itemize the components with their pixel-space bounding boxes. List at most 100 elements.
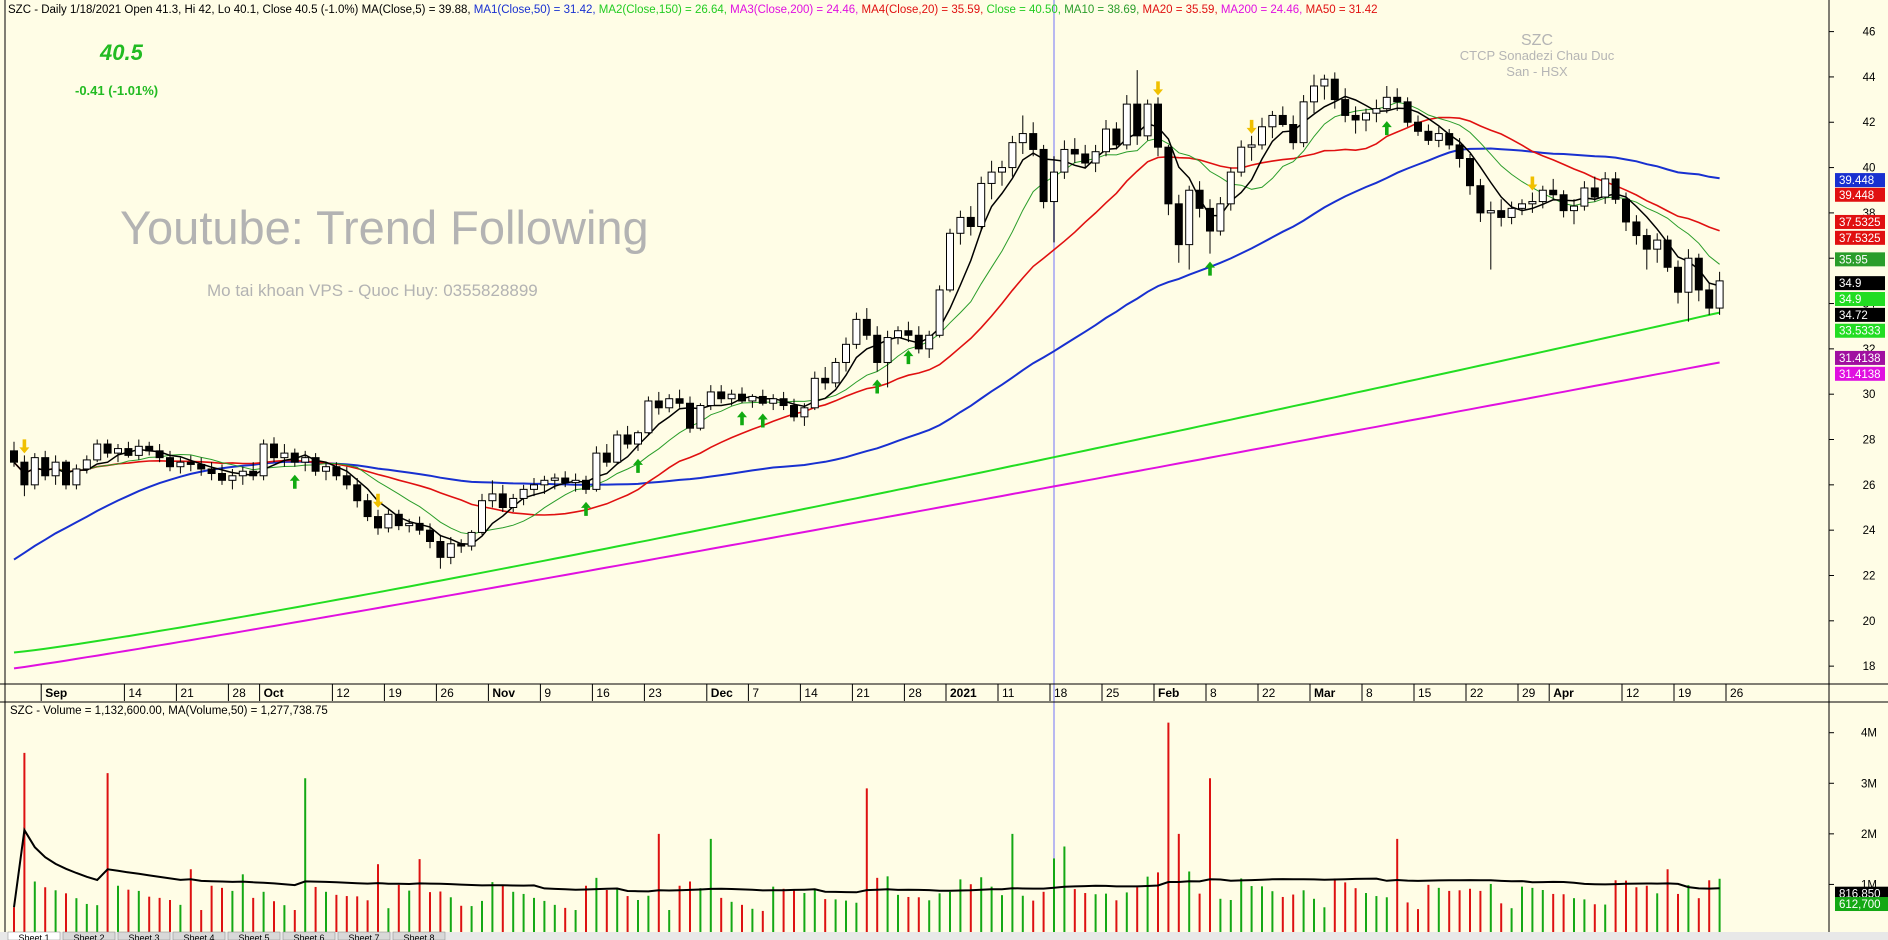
candle [602,444,611,467]
value-label: 39.448 [1835,187,1885,202]
candle-body [363,500,372,518]
header-ma10: MA10 = 38.69, [1064,4,1139,16]
candle-body [602,452,611,463]
candle [1237,140,1246,177]
candle-body [342,475,351,486]
sheet-tab[interactable]: Sheet 4 [172,931,226,940]
candle [1039,144,1048,209]
volume-tick-label: 4M [1861,728,1877,740]
sheet-tab[interactable]: Sheet 5 [227,931,281,940]
candle-body [1705,289,1714,309]
candle-body [1195,189,1204,209]
candle [1476,178,1485,222]
candle-body [790,405,798,418]
ma10-line [13,101,1720,535]
candle [852,312,861,349]
candle [415,516,424,535]
sheet-tab-bar[interactable]: Sheet 1 Sheet 2 Sheet 3 Sheet 4 Sheet 5 Sheet… [0,931,1888,940]
candle-body [134,445,143,456]
candle [426,523,434,549]
sheet-tab[interactable]: Sheet 1 [7,931,61,940]
sheet-tab[interactable]: Sheet 3 [117,931,171,940]
candle [800,403,809,426]
buy-arrow [633,458,643,473]
candle-body [30,457,39,486]
candle-body [155,450,164,459]
candle-body [1715,280,1724,309]
candle [956,210,965,245]
candle [394,509,403,531]
candle-body [1622,198,1630,223]
candle-body [1237,146,1246,173]
volume-value-label-bg [1835,897,1888,912]
candle [935,285,944,338]
sheet-tab-label: Sheet 4 [183,933,214,940]
candle [1185,185,1194,270]
candle [1445,129,1454,150]
price-pane[interactable] [10,0,1724,938]
candle-body [696,405,705,429]
x-tick-label: Dec [711,686,733,700]
value-label-bg [1835,187,1885,202]
candle-body [966,216,975,227]
header-close: Close 40.5 (-1.0%) [263,4,359,16]
volume-ma: MA(Volume,50) = 1,277,738.75 [168,705,328,717]
candle [259,439,268,481]
x-tick-label: Mar [1314,686,1336,700]
x-tick-label: 26 [440,686,454,700]
candle [176,457,185,474]
tab-bar-bg [0,932,1888,940]
candle-body [467,531,476,547]
candle [238,466,247,485]
candle [457,539,466,553]
candle [207,462,216,481]
header-ma3: MA3(Close,200) = 24.46, [730,4,858,16]
sheet-tab[interactable]: Sheet 6 [282,931,336,940]
candle-body [1486,210,1495,214]
candle-body [311,457,320,472]
volume-pane[interactable] [13,722,1721,935]
value-label: 34.9 [1835,276,1885,291]
candle [1570,199,1578,225]
value-label-text: 34.9 [1839,278,1861,290]
value-label: 35.95 [1835,252,1885,267]
candle-body [1663,239,1672,268]
candle [301,450,310,472]
candle [862,308,871,340]
candle [1008,135,1017,177]
candle-body [779,398,788,407]
y-tick-label: 22 [1863,570,1876,582]
candle [1122,95,1131,150]
candle [530,478,538,497]
candle-body [82,459,91,470]
candle-body [862,318,871,336]
candle [987,160,996,200]
x-tick-label: 8 [1210,686,1217,700]
candle [1226,167,1235,211]
buy-arrow [903,350,914,365]
candle-body [1299,101,1308,144]
candle [1268,110,1277,139]
x-tick-label: 18 [1054,686,1068,700]
value-label-text: 31.4138 [1839,353,1881,365]
x-tick-label: 22 [1470,686,1484,700]
candle-body [1424,130,1433,141]
sheet-tab[interactable]: Sheet 2 [62,931,116,940]
sheet-tab[interactable]: Sheet 7 [337,931,391,940]
candle-body [1590,187,1599,198]
candle [1518,199,1526,216]
y-tick-label: 20 [1863,616,1876,628]
stock-name: CTCP Sonadezi Chau Duc [1460,48,1615,63]
candle-body [478,500,486,533]
candle-body [998,167,1006,173]
candle-body [769,398,778,404]
candle-body [758,395,767,404]
x-tick-label: 15 [1418,686,1432,700]
sheet-tab[interactable]: Sheet 8 [392,931,446,940]
candle [1466,153,1474,195]
candle [186,455,195,472]
candle [634,430,642,451]
candle-body [218,473,226,481]
candle [1403,97,1412,127]
